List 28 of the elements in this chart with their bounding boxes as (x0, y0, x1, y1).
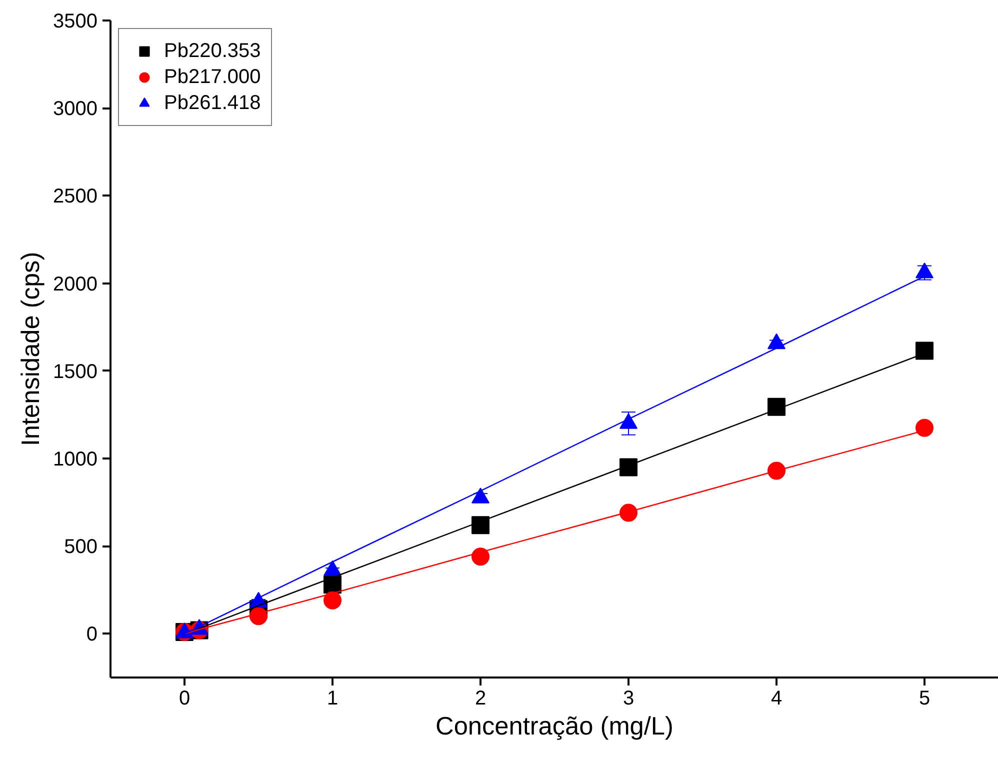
point (768, 398, 786, 416)
point (472, 516, 490, 534)
x-tick-label: 2 (474, 688, 486, 710)
x-axis-title: Concentração (mg/L) (436, 712, 674, 740)
y-tick-label: 1500 (53, 360, 98, 383)
y-tick-label: 2500 (53, 186, 98, 208)
y-tick-label: 0 (86, 624, 98, 646)
y-tick-label: 1000 (53, 448, 98, 470)
point (620, 458, 638, 476)
y-axis-title: Intensidade (cps) (17, 252, 46, 446)
y-tick-label: 500 (64, 536, 98, 558)
y-tick-label: 3500 (53, 10, 98, 32)
x-tick-label: 3 (622, 688, 634, 710)
x-tick-label: 4 (770, 688, 782, 710)
point (916, 342, 934, 360)
y-tick-label: 3000 (53, 98, 98, 120)
legend-label: Pb220.353 (164, 40, 261, 62)
point (768, 462, 786, 480)
point (472, 548, 490, 566)
point (620, 504, 638, 522)
legend-label: Pb261.418 (164, 92, 261, 114)
legend-label: Pb217.000 (164, 66, 261, 88)
y-tick-label: 2000 (53, 273, 98, 296)
point (916, 418, 934, 437)
x-tick-label: 5 (918, 688, 930, 710)
x-tick-label: 1 (326, 688, 338, 710)
x-tick-label: 0 (178, 688, 190, 710)
point (324, 591, 342, 610)
